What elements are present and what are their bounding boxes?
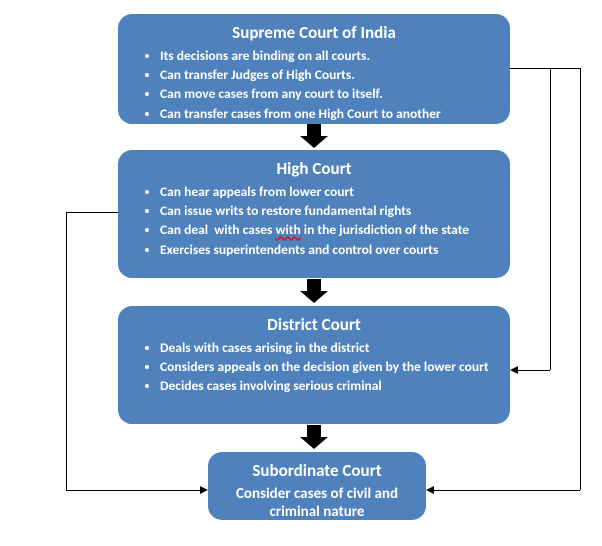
district-bullet-1: Considers appeals on the decision given …: [160, 358, 492, 376]
connector-supreme-subordinate-arrow: [426, 486, 434, 494]
high-bullet-0: Can hear appeals from lower court: [160, 183, 492, 201]
connector-supreme-district-arrow: [510, 366, 518, 374]
supreme-bullets: Its decisions are binding on all courts.…: [136, 47, 492, 123]
supreme-bullet-3: Can transfer cases from one High Court t…: [160, 105, 492, 123]
connector-supreme-district-v: [550, 68, 551, 370]
subordinate-title: Subordinate Court: [226, 460, 408, 481]
subordinate-subtitle: Consider cases of civil and criminal nat…: [226, 485, 408, 521]
connector-high-subordinate-h2: [66, 490, 200, 491]
district-title: District Court: [136, 314, 492, 335]
district-bullet-2: Decides cases involving serious criminal: [160, 377, 492, 395]
supreme-bullet-0: Its decisions are binding on all courts.: [160, 47, 492, 65]
high-title: High Court: [136, 158, 492, 179]
connector-supreme-district-h2: [518, 370, 550, 371]
connector-supreme-subordinate-h2: [434, 490, 580, 491]
connector-supreme-subordinate-h1: [550, 68, 580, 69]
high-bullet-2: Can deal with cases with in the jurisdic…: [160, 221, 492, 239]
court-hierarchy-flowchart: Supreme Court of India Its decisions are…: [10, 10, 592, 536]
supreme-title: Supreme Court of India: [136, 22, 492, 43]
connector-supreme-subordinate-v: [580, 68, 581, 490]
high-bullet-1: Can issue writs to restore fundamental r…: [160, 202, 492, 220]
high-bullet-3: Exercises superintendents and control ov…: [160, 241, 492, 259]
connector-high-subordinate-h1: [66, 212, 118, 213]
node-high-court: High Court Can hear appeals from lower c…: [118, 150, 510, 278]
connector-supreme-district-h1: [510, 68, 550, 69]
district-bullets: Deals with cases arising in the district…: [136, 339, 492, 396]
high-bullets: Can hear appeals from lower court Can is…: [136, 183, 492, 259]
node-supreme-court: Supreme Court of India Its decisions are…: [118, 14, 510, 124]
connector-high-subordinate-arrow: [200, 486, 208, 494]
arrow-supreme-to-high: [300, 124, 328, 148]
supreme-bullet-2: Can move cases from any court to itself.: [160, 85, 492, 103]
node-district-court: District Court Deals with cases arising …: [118, 306, 510, 424]
connector-high-subordinate-v: [66, 212, 67, 490]
arrow-high-to-district: [300, 279, 328, 303]
arrow-district-to-subordinate: [300, 425, 328, 449]
supreme-bullet-1: Can transfer Judges of High Courts.: [160, 66, 492, 84]
district-bullet-0: Deals with cases arising in the district: [160, 339, 492, 357]
wavy-underline-word: with: [275, 221, 300, 238]
node-subordinate-court: Subordinate Court Consider cases of civi…: [208, 452, 426, 520]
